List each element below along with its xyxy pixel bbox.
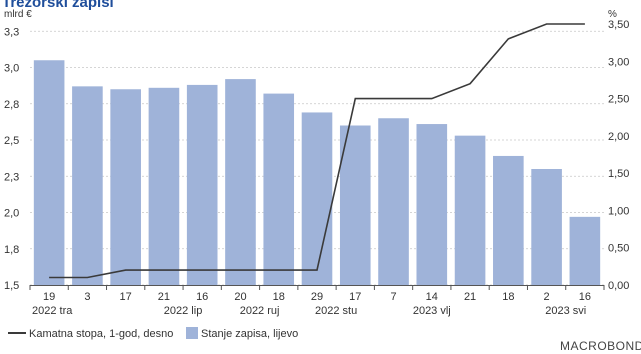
left-tick-label: 2,0 — [4, 208, 19, 220]
bar — [569, 216, 601, 285]
x-tick-label: 19 — [43, 291, 55, 303]
left-tick-label: 1,5 — [4, 280, 19, 292]
right-tick-label: 1,00 — [608, 205, 629, 217]
right-axis-unit: % — [608, 9, 617, 20]
bar — [531, 169, 562, 285]
bar — [186, 84, 218, 286]
bar — [33, 60, 65, 285]
x-tick-label: 2 — [544, 291, 550, 303]
left-tick-label: 3,0 — [4, 63, 19, 75]
brand-logo: MACROBOND — [560, 339, 641, 353]
x-tick-label: 21 — [158, 291, 170, 303]
left-tick-label: 1,8 — [4, 244, 19, 256]
rate-line — [49, 23, 585, 279]
legend-item-rate: Kamatna stopa, 1-god, desno — [29, 328, 173, 340]
x-tick-label: 3 — [84, 291, 90, 303]
bar — [263, 93, 295, 285]
bar — [339, 125, 371, 285]
x-group-label: 2023 vlj — [413, 305, 451, 317]
x-tick-label: 29 — [311, 291, 323, 303]
right-tick-label: 3,00 — [608, 56, 629, 68]
line-series — [49, 23, 585, 279]
left-axis-unit: mlrd € — [4, 9, 32, 20]
bar — [454, 135, 486, 285]
bar — [225, 79, 256, 285]
x-tick-label: 18 — [273, 291, 285, 303]
bar — [110, 89, 141, 285]
bar — [416, 124, 448, 285]
x-tick-label: 14 — [426, 291, 438, 303]
legend-bar-swatch — [186, 327, 198, 339]
right-tick-label: 3,50 — [608, 19, 629, 31]
x-tick-label: 7 — [390, 291, 396, 303]
x-group-label: 2022 stu — [315, 305, 357, 317]
left-tick-label: 3,3 — [4, 26, 19, 38]
right-tick-label: 2,50 — [608, 94, 629, 106]
bar — [493, 155, 524, 285]
bar — [72, 86, 103, 285]
left-tick-label: 2,8 — [4, 99, 19, 111]
x-tick-label: 17 — [349, 291, 361, 303]
axes: 1,5 1,8 2,0 2,3 2,5 2,8 3,0 3,3 0,00 0,50 1,00 1,50… — [4, 19, 629, 317]
bar-series — [33, 60, 601, 286]
right-tick-label: 0,00 — [608, 280, 629, 292]
legend: Kamatna stopa, 1-god, desno Stanje zapis… — [8, 327, 298, 340]
left-tick-label: 2,3 — [4, 171, 19, 183]
bar — [148, 87, 180, 285]
x-tick-label: 21 — [464, 291, 476, 303]
bar — [301, 112, 333, 285]
x-group-label: 2023 svi — [545, 305, 586, 317]
left-tick-label: 2,5 — [4, 135, 19, 147]
right-tick-label: 1,50 — [608, 168, 629, 180]
x-tick-label: 18 — [502, 291, 514, 303]
x-tick-label: 16 — [196, 291, 208, 303]
x-tick-label: 16 — [579, 291, 591, 303]
right-tick-label: 2,00 — [608, 131, 629, 143]
right-tick-label: 0,50 — [608, 243, 629, 255]
bar — [378, 118, 409, 285]
x-group-label: 2022 tra — [32, 305, 73, 317]
x-group-label: 2022 lip — [164, 305, 203, 317]
chart-title: Trezorski zapisi — [2, 0, 114, 11]
x-tick-label: 20 — [234, 291, 246, 303]
x-group-label: 2022 ruj — [240, 305, 280, 317]
legend-item-stock: Stanje zapisa, lijevo — [201, 328, 298, 340]
x-tick-label: 17 — [120, 291, 132, 303]
